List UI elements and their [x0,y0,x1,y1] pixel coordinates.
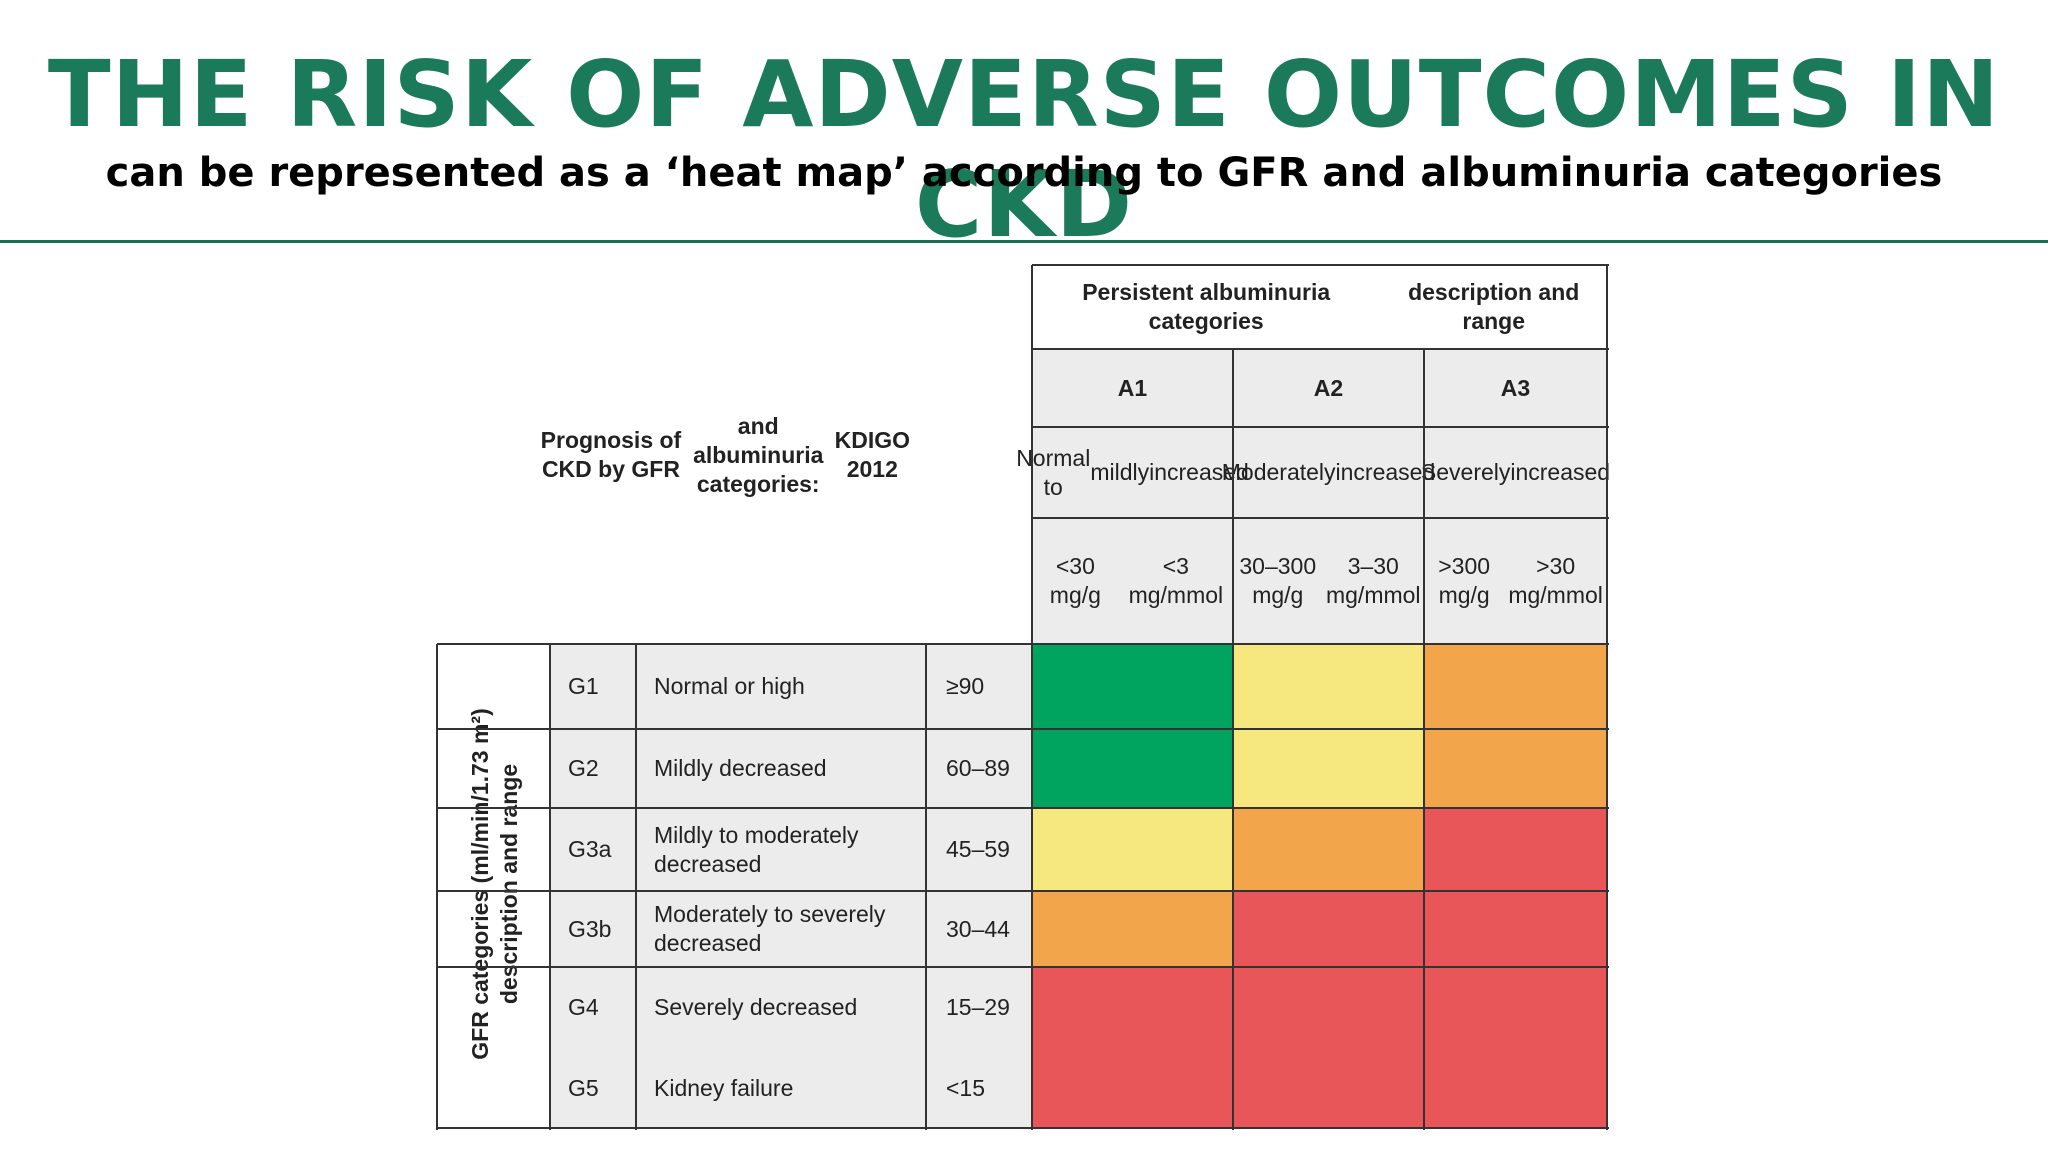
grid-line [635,644,637,1130]
column-range-line: >30 mg/mmol [1508,553,1603,608]
grid-line [925,644,927,1130]
page-title: THE RISK OF ADVERSE OUTCOMES IN CKD [47,41,2001,258]
prognosis-title-line: and albuminuria categories: [693,412,824,497]
heat-cell-g5-a3 [1424,1048,1607,1128]
page-subtitle: can be represented as a ‘heat map’ accor… [105,150,1943,196]
column-desc-line: increased [1335,459,1436,485]
heat-cell-g3b-a3 [1424,891,1607,967]
heat-cell-g2-a2 [1233,729,1424,808]
grid-line [1032,348,1609,350]
column-desc-a3: Severely increased [1420,427,1611,518]
column-range-a1: <30 mg/g <3 mg/mmol [1032,518,1233,644]
prognosis-title: Prognosis of CKD by GFR and albuminuria c… [540,400,910,510]
heat-cell-g4-a1 [1032,967,1233,1048]
column-desc-a2: Moderately increased [1222,427,1436,518]
heat-cell-g4-a2 [1233,967,1424,1048]
grid-line [437,890,1609,892]
column-header-line: Persistent albuminuria categories [1082,279,1331,334]
grid-line [1032,264,1609,266]
row-header-bg [550,644,1032,1128]
column-header-title: Persistent albuminuria categories descrip… [1032,265,1607,349]
heat-cell-g5-a2 [1233,1048,1424,1128]
prognosis-title-line: KDIGO 2012 [834,427,910,482]
row-code-g1: G1 [568,673,599,699]
column-range-line: 30–300 mg/g [1239,553,1317,608]
grid-line [1032,517,1609,519]
grid-line [1232,349,1234,1130]
heat-cell-g3b-a1 [1032,891,1233,967]
row-code-g3a: G3a [568,836,612,862]
row-range-g1: ≥90 [946,673,985,699]
column-header-bg [1032,349,1607,644]
grid-line [437,807,1609,809]
grid-line [437,966,1609,968]
grid-line [1031,265,1033,1130]
column-header-line: description and range [1408,279,1580,334]
grid-line [437,1127,1609,1129]
grid-line [549,644,551,1130]
row-desc-g2: Mildly decreased [654,755,827,781]
row-desc-g1: Normal or high [654,673,805,699]
heat-cell-g2-a1 [1032,729,1233,808]
heat-cell-g5-a1 [1032,1048,1233,1128]
heat-cell-g2-a3 [1424,729,1607,808]
heat-cell-g4-a3 [1424,967,1607,1048]
column-code-a1: A1 [1117,374,1148,401]
column-code-a3: A3 [1500,374,1531,401]
heat-cell-g3a-a3 [1424,808,1607,891]
column-desc-line: Normal to [1016,444,1091,500]
row-range-g3a: 45–59 [946,836,1010,862]
column-range-a2: 30–300 mg/g 3–30 mg/mmol [1233,518,1424,644]
column-desc-line: Moderately [1221,459,1336,485]
grid-line [1032,426,1609,428]
row-range-g2: 60–89 [946,755,1010,781]
grid-line [1423,349,1425,1130]
row-code-g3b: G3b [568,915,612,942]
row-range-g5: <15 [946,1074,986,1101]
column-range-line: <30 mg/g [1049,553,1101,608]
heat-cell-g1-a2 [1233,644,1424,729]
column-code-a2: A2 [1313,374,1344,401]
row-header-title: GFR categories (ml/min/1.73 m²) descripti… [440,640,550,1128]
column-range-line: <3 mg/mmol [1128,553,1224,608]
row-header-text: GFR categories (ml/min/1.73 m²) descripti… [466,640,524,1128]
row-desc-g4: Severely decreased [654,994,858,1020]
column-range-line: >300 mg/g [1438,553,1491,608]
column-desc-line: Severely [1420,459,1511,485]
row-code-g4: G4 [568,994,599,1020]
heat-cell-g3a-a2 [1233,808,1424,891]
grid-line [437,643,1609,645]
heat-cell-g1-a1 [1032,644,1233,729]
row-header-line: GFR categories (ml/min/1.73 m²) [467,708,493,1060]
column-desc-a1: Normal to mildly increased [1016,427,1249,518]
grid-line [1606,265,1608,1130]
row-range-g3b: 30–44 [946,915,1010,942]
heat-cell-g3b-a2 [1233,891,1424,967]
row-desc-g5: Kidney failure [654,1074,794,1101]
row-range-g4: 15–29 [946,994,1010,1020]
row-code-g5: G5 [568,1074,599,1101]
heat-cell-g1-a3 [1424,644,1607,729]
row-desc-g3b: Moderately to severely decreased [654,901,886,956]
column-desc-line: increased [1510,459,1611,485]
heat-cell-g3a-a1 [1032,808,1233,891]
grid-line [436,644,438,1130]
column-range-a3: >300 mg/g >30 mg/mmol [1424,518,1607,644]
row-code-g2: G2 [568,755,599,781]
row-desc-g3a: Mildly to moderately decreased [654,821,859,877]
row-header-line: description and range [496,763,522,1005]
column-range-line: 3–30 mg/mmol [1325,553,1421,608]
column-desc-line: mildly [1090,459,1150,485]
title-divider [0,240,2048,243]
grid-line [437,728,1609,730]
prognosis-title-line: Prognosis of CKD by GFR [540,427,682,482]
